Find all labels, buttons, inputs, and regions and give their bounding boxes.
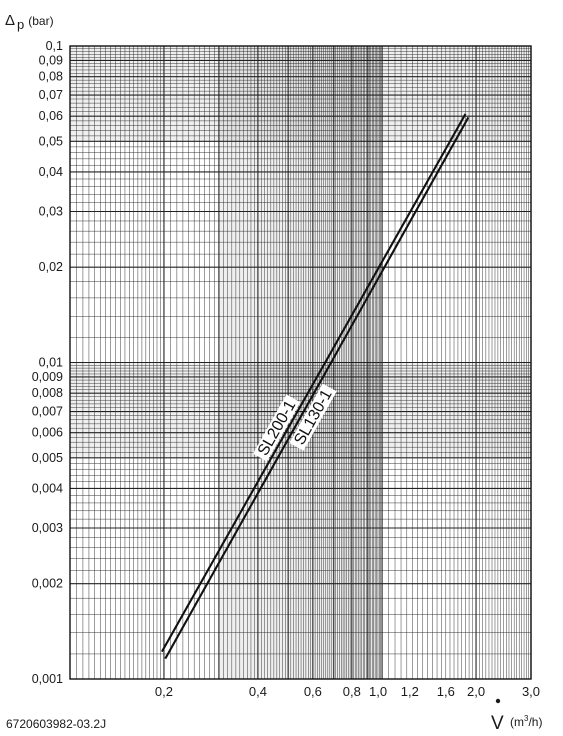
x-tick-label: 0,2 <box>155 684 173 699</box>
series-layer <box>160 113 470 660</box>
y-tick-label: 0,08 <box>39 70 63 84</box>
series-label-backing <box>253 394 301 462</box>
y-tick-label: 0,007 <box>32 405 63 419</box>
x-tick-label: 0,8 <box>343 684 361 699</box>
y-tick-label: 0,04 <box>39 165 63 179</box>
y-tick-label: 0,09 <box>39 53 63 67</box>
y-tick-label: 0,005 <box>32 451 63 465</box>
x-tick-label: 1,0 <box>369 684 387 699</box>
x-axis-label: V (m3/h) <box>491 698 542 734</box>
y-tick-label: 0,003 <box>32 521 63 535</box>
x-axis-label-unit: (m3/h) <box>510 714 542 729</box>
y-tick-label: 0,02 <box>39 260 63 274</box>
x-axis-unit-pre: (m <box>510 715 524 729</box>
x-tick-label: 1,6 <box>437 684 455 699</box>
y-axis-label-sub: p <box>17 17 24 32</box>
y-tick-label: 0,006 <box>32 426 63 440</box>
x-tick-label: 3,0 <box>522 684 540 699</box>
y-tick-label: 0,008 <box>32 386 63 400</box>
y-tick-label: 0,06 <box>39 109 63 123</box>
x-tick-label: 1,2 <box>401 684 419 699</box>
grid-major <box>69 45 532 680</box>
x-axis-unit-sup: 3 <box>524 714 529 723</box>
y-tick-label: 0,002 <box>32 577 63 591</box>
plot-frame <box>69 45 532 680</box>
y-tick-label: 0,1 <box>46 39 63 53</box>
x-axis-unit-post: /h) <box>528 715 542 729</box>
y-tick-label: 0,004 <box>32 481 63 495</box>
grid-minor <box>69 46 531 679</box>
y-tick-label: 0,03 <box>39 204 63 218</box>
series-line-sl200-1 <box>160 113 467 653</box>
x-tick-label: 0,4 <box>249 684 267 699</box>
x-tick-label: 0,6 <box>304 684 322 699</box>
figure-footnote: 6720603982-03.2J <box>6 717 106 731</box>
series-line-sl130-1 <box>164 116 470 660</box>
y-axis-label-symbol: Δ <box>5 12 15 29</box>
y-tick-label: 0,05 <box>39 134 63 148</box>
x-tick-label: 2,0 <box>467 684 485 699</box>
x-axis-label-symbol: V <box>491 713 504 734</box>
flow-rate-dot <box>495 698 501 704</box>
x-tick-labels: 0,2 0,4 0,6 0,8 1,0 1,2 1,6 2,0 3,0 <box>155 684 540 699</box>
y-tick-labels: 0,10,090,080,070,060,050,040,030,020,010… <box>32 39 63 686</box>
series-label-backing <box>289 383 337 451</box>
y-tick-label: 0,009 <box>32 370 63 384</box>
y-axis-label-unit: (bar) <box>28 14 53 28</box>
y-tick-label: 0,07 <box>39 88 63 102</box>
y-tick-label: 0,001 <box>32 672 63 686</box>
y-tick-label: 0,01 <box>39 356 63 370</box>
